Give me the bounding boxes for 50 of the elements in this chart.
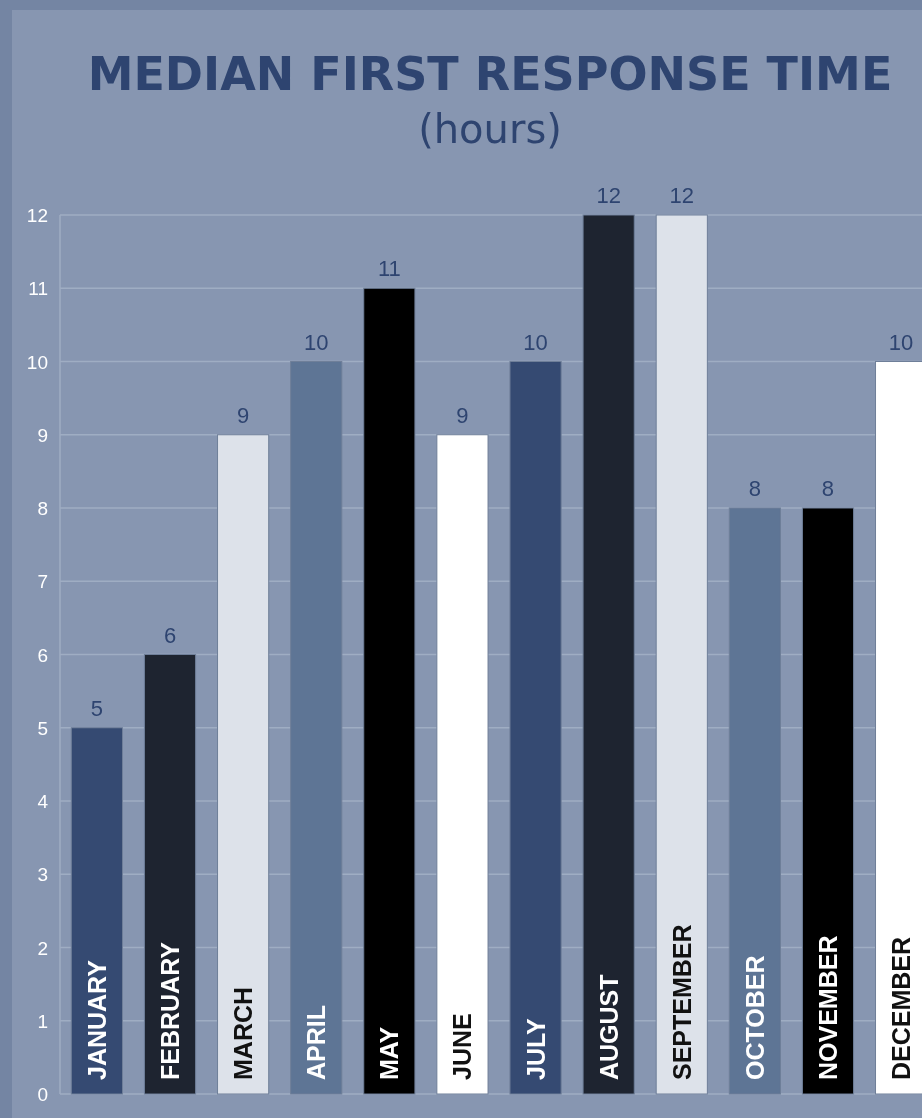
- y-tick-label: 1: [37, 1010, 48, 1032]
- x-tick-label: NOVEMBER: [813, 935, 842, 1080]
- x-tick-label: SEPTEMBER: [667, 924, 696, 1080]
- y-tick-label: 5: [37, 717, 48, 739]
- bar: [509, 361, 562, 1095]
- data-label: 6: [163, 622, 177, 648]
- bar: [290, 361, 343, 1095]
- data-label: 10: [523, 329, 548, 355]
- x-tick-label: APRIL: [302, 1005, 331, 1080]
- y-tick-label: 11: [28, 278, 48, 300]
- data-label: 12: [669, 183, 695, 208]
- chart-title: MEDIAN FIRST RESPONSE TIME: [87, 47, 893, 101]
- data-label: 8: [821, 476, 835, 501]
- y-tick-label: 12: [26, 205, 48, 226]
- bar: [363, 287, 416, 1095]
- y-tick-label: 7: [37, 571, 48, 593]
- x-tick-label: JULY: [521, 1018, 550, 1080]
- x-tick-label: DECEMBER: [887, 936, 916, 1080]
- y-tick-label: 2: [37, 937, 48, 959]
- bar: [801, 507, 855, 1095]
- data-label: 8: [748, 476, 762, 501]
- bar: [582, 214, 635, 1095]
- chart-subtitle: (hours): [418, 106, 562, 152]
- y-tick-label: 9: [37, 424, 48, 446]
- x-tick-label: AUGUST: [594, 974, 623, 1080]
- x-tick-label: JUNE: [448, 1013, 477, 1080]
- y-tick-label: 6: [37, 644, 48, 666]
- bar: [436, 434, 489, 1095]
- y-tick-label: 0: [37, 1084, 48, 1105]
- data-label: 9: [456, 402, 469, 428]
- data-label: 9: [236, 402, 250, 428]
- y-tick-label: 4: [37, 791, 49, 812]
- data-label: 11: [377, 256, 401, 282]
- bar: [143, 654, 197, 1095]
- bar: [70, 727, 123, 1095]
- x-tick-label: MARCH: [229, 986, 258, 1080]
- x-tick-label: OCTOBER: [740, 955, 769, 1080]
- bar: [217, 434, 270, 1095]
- x-tick-label: FEBRUARY: [156, 941, 185, 1080]
- data-label: 10: [303, 329, 329, 355]
- data-label: 5: [90, 695, 104, 721]
- x-tick-label: JANUARY: [82, 959, 111, 1080]
- data-label: 10: [888, 329, 914, 355]
- data-label: 12: [596, 183, 621, 208]
- bar: [728, 507, 781, 1095]
- bar: [655, 214, 708, 1095]
- y-tick-label: 8: [37, 498, 48, 519]
- x-tick-label: MAY: [375, 1026, 404, 1080]
- y-tick-label: 3: [37, 864, 48, 886]
- y-tick-label: 10: [26, 351, 48, 373]
